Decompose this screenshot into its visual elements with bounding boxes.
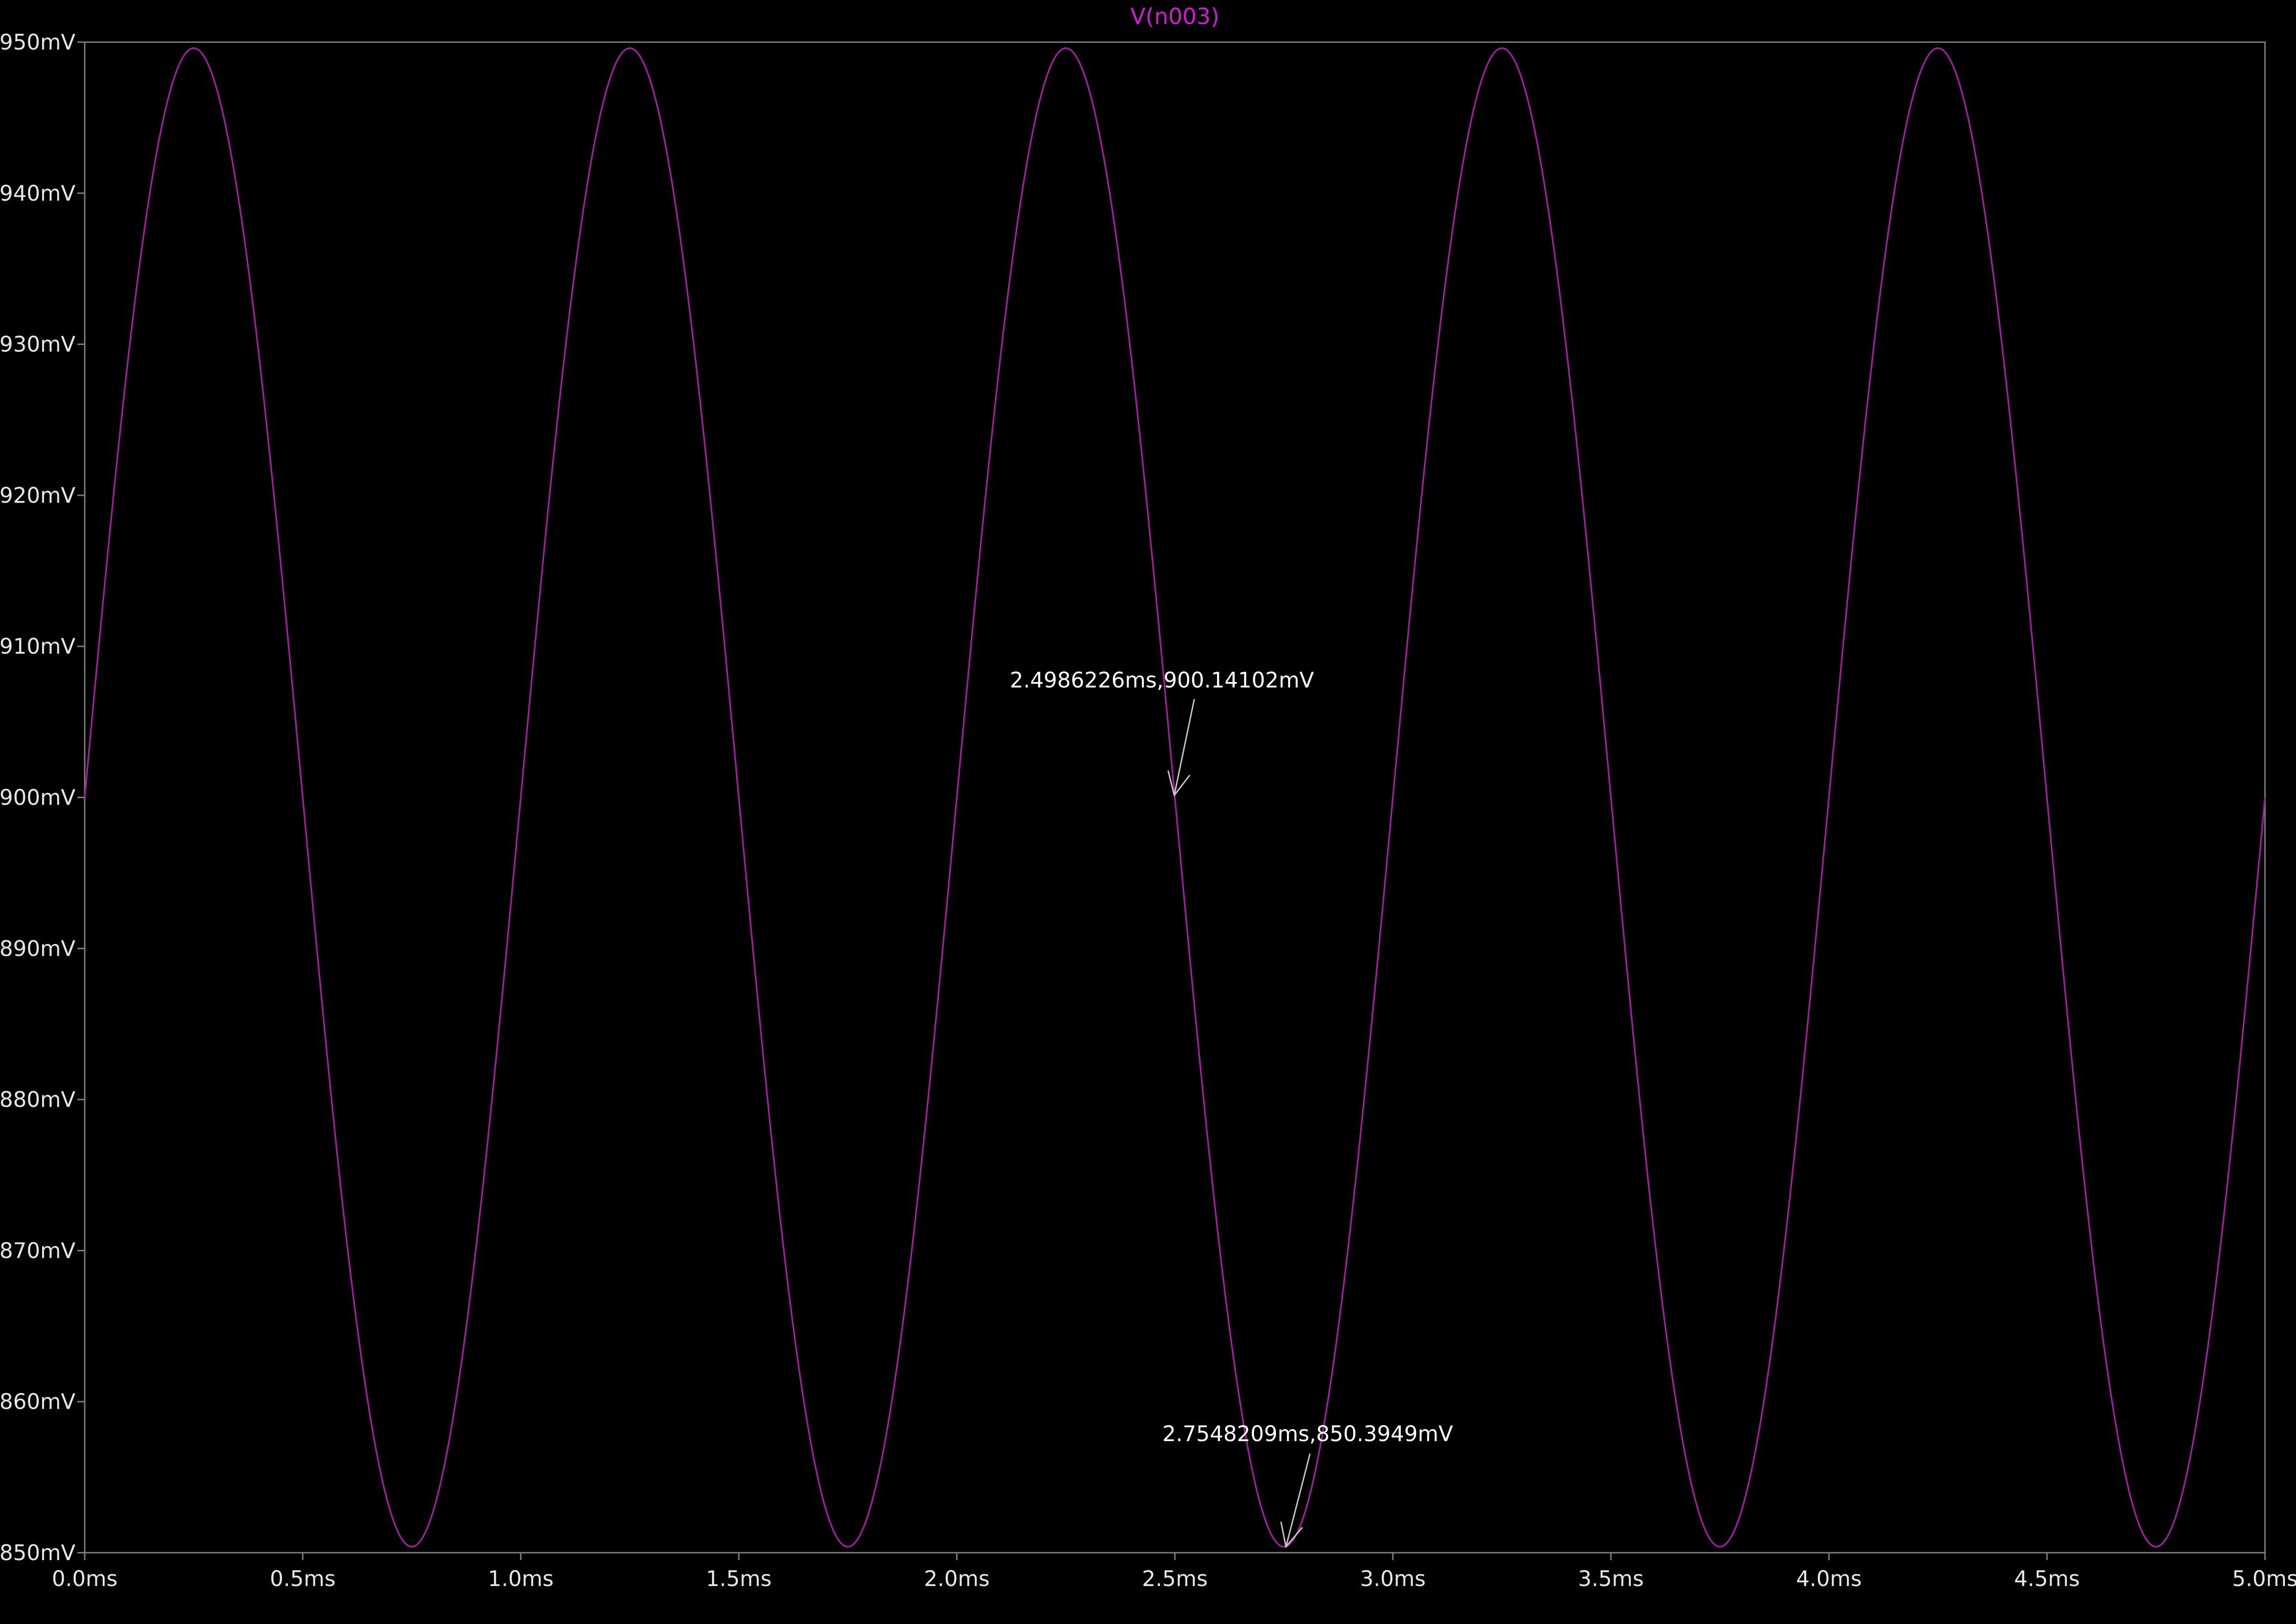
- annotation-leader: [1285, 1453, 1311, 1547]
- y-tick-label: 950mV: [0, 30, 76, 55]
- y-tick-label: 860mV: [0, 1389, 76, 1414]
- y-tick-label: 900mV: [0, 785, 76, 810]
- x-tick-label: 1.0ms: [488, 1566, 554, 1591]
- y-tick-label: 930mV: [0, 332, 76, 357]
- series-line[interactable]: [84, 47, 2266, 1548]
- x-tick-label: 0.5ms: [270, 1566, 336, 1591]
- x-tick-label: 2.5ms: [1142, 1566, 1208, 1591]
- x-axis: 0.0ms 0.5ms 1.0ms 1.5ms 2.0ms 2.5ms 3.0ms 3.5ms…: [52, 1553, 2296, 1591]
- x-tick-label: 4.5ms: [2014, 1566, 2080, 1591]
- annotation-label: 2.7548209ms,850.3949mV: [1162, 1421, 1453, 1446]
- x-tick-label: 0.0ms: [52, 1566, 118, 1591]
- x-tick-label: 4.0ms: [1796, 1566, 1862, 1591]
- chart-title: V(n003): [1130, 4, 1219, 30]
- x-tick-label: 3.0ms: [1360, 1566, 1426, 1591]
- y-tick-label: 870mV: [0, 1238, 76, 1263]
- y-tick-label: 880mV: [0, 1087, 76, 1112]
- x-tick-label: 2.0ms: [924, 1566, 990, 1591]
- y-tick-label: 920mV: [0, 483, 76, 508]
- annotation-arrowhead: [1280, 1521, 1303, 1549]
- annotation-leader: [1173, 699, 1195, 796]
- y-tick-label: 890mV: [0, 936, 76, 961]
- x-tick-label: 1.5ms: [706, 1566, 772, 1591]
- y-tick-label: 850mV: [0, 1540, 76, 1565]
- cursor-annotations: 2.4986226ms,900.14102mV 2.7548209ms,850.3…: [1010, 668, 1453, 1549]
- x-tick-label: 5.0ms: [2232, 1566, 2296, 1591]
- x-tick-label: 3.5ms: [1578, 1566, 1644, 1591]
- annotation-arrowhead: [1167, 770, 1191, 797]
- y-axis: 850mV 860mV 870mV 880mV 890mV 900mV 910mV 920mV…: [0, 30, 85, 1565]
- y-tick-label: 940mV: [0, 181, 76, 206]
- y-tick-label: 910mV: [0, 634, 76, 659]
- annotation-label: 2.4986226ms,900.14102mV: [1010, 668, 1314, 693]
